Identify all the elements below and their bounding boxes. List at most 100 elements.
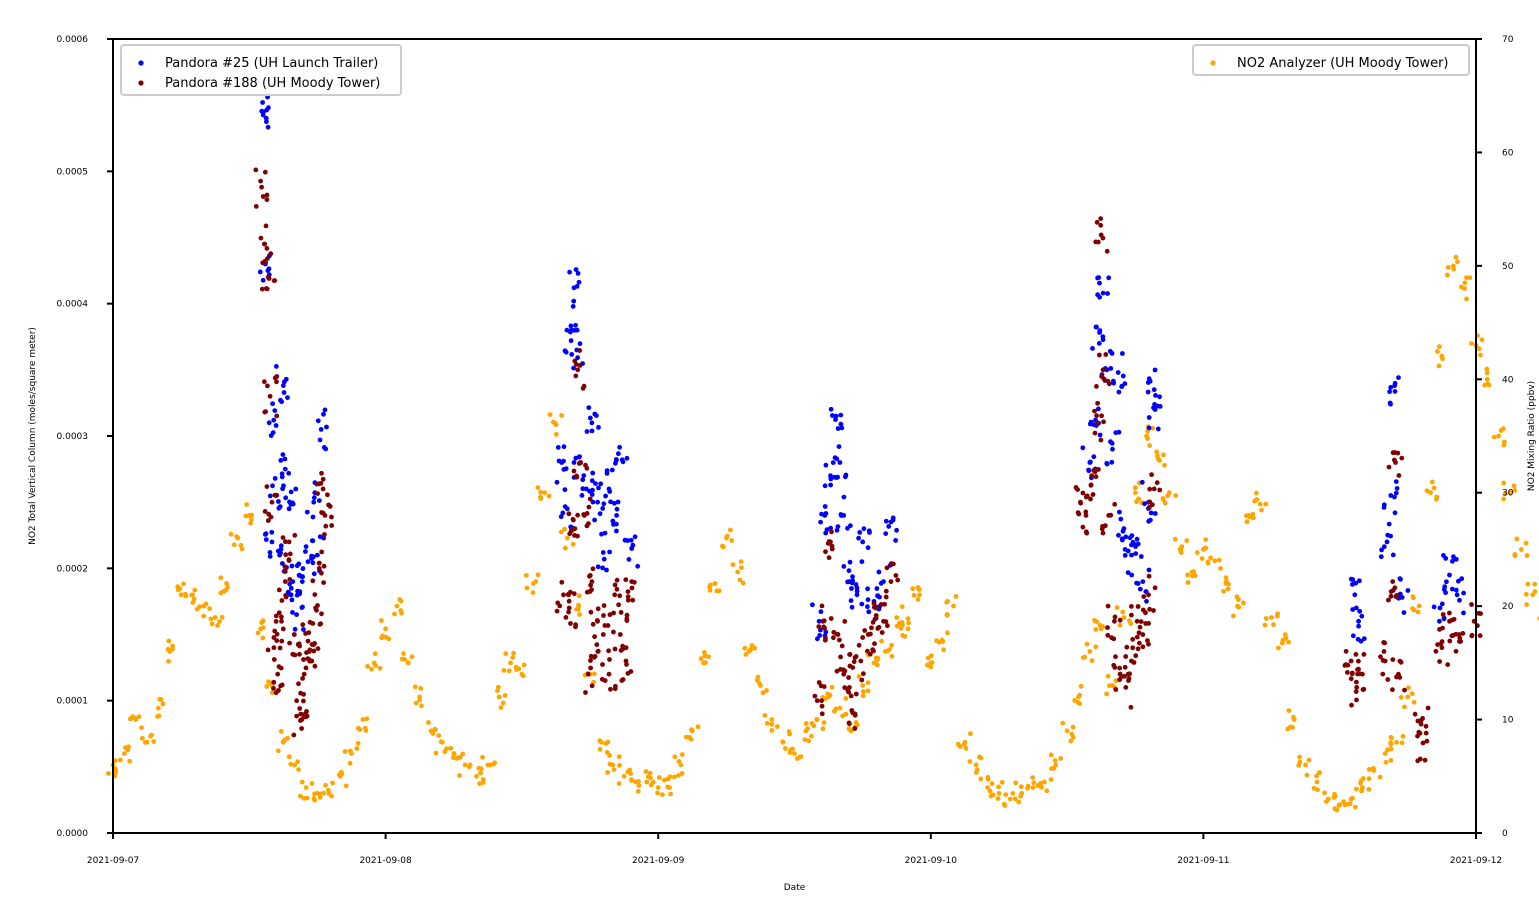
data-point-cloud [311,648,317,654]
data-point [1519,547,1524,552]
y-right-tick-label: 40 [1502,375,1514,385]
data-point-cloud [1084,641,1090,647]
data-point [1384,539,1390,545]
data-point-cloud [1349,702,1354,708]
data-point-cloud [286,557,292,563]
data-point-cloud [854,722,860,728]
data-point-cloud [287,551,293,557]
data-point-cloud [575,271,581,276]
data-point-cloud [1437,659,1442,664]
data-point-cloud [181,581,186,587]
data-point-cloud [845,579,850,585]
data-point-cloud [569,352,575,357]
data-point-cloud [249,517,254,522]
data-point [294,612,299,617]
data-point [178,592,184,598]
data-point-cloud [757,681,762,686]
axis-labels: Date NO2 Total Vertical Column (moles/sq… [28,327,1537,893]
data-point [281,383,286,389]
data-point-cloud [298,793,303,799]
data-point-cloud [1502,439,1507,445]
data-point-cloud [890,515,896,521]
data-point [655,785,661,790]
data-point-cloud [1157,394,1162,400]
data-point [860,683,866,688]
data-point-cloud [575,355,580,361]
data-point-cloud [1411,699,1417,705]
data-point-cloud [1122,673,1127,679]
data-point-cloud [787,731,792,737]
data-point-cloud [1396,375,1401,380]
data-point-cloud [812,693,818,699]
data-point-cloud [596,425,601,430]
data-point-cloud [1150,425,1156,431]
data-point [1129,552,1134,558]
data-point-cloud [304,509,310,515]
data-point-cloud [1097,352,1102,358]
data-point [394,603,400,609]
data-point-cloud [831,635,836,641]
data-point-cloud [1104,248,1110,254]
data-point-cloud [1343,662,1349,668]
data-point-cloud [151,739,157,744]
data-point-cloud [1361,686,1367,692]
data-point-cloud [1436,363,1442,369]
data-point-cloud [1236,597,1241,602]
x-tick-label: 2021-09-08 [359,856,412,866]
data-point-cloud [1450,632,1456,638]
data-point-cloud [1252,498,1258,504]
data-point-cloud [264,192,270,198]
data-point-cloud [299,779,305,785]
data-point-cloud [1357,578,1362,584]
data-point-cloud [571,526,577,532]
data-point-cloud [317,621,323,627]
data-point-cloud [559,413,564,418]
data-point-cloud [1152,367,1158,373]
data-point-cloud [916,587,922,592]
data-point-cloud [987,788,993,794]
data-point-cloud [290,610,295,615]
data-point-cloud [833,417,838,422]
data-point-cloud [588,582,593,588]
data-point-cloud [492,760,498,766]
data-point-cloud [1084,530,1090,536]
data-point-cloud [944,599,950,605]
data-point-cloud [283,495,289,501]
data-point-cloud [1152,511,1158,516]
data-point [888,579,894,584]
data-point-cloud [1077,692,1082,698]
data-point-cloud [269,529,275,535]
data-point-cloud [266,276,272,281]
data-point-cloud [607,657,612,662]
data-point-cloud [600,565,605,571]
data-point-cloud [871,648,876,654]
data-point-cloud [689,727,694,732]
data-point-cloud [1423,723,1429,729]
data-point-cloud [294,592,300,598]
data-point-cloud [207,606,213,611]
data-point-cloud [1491,434,1497,440]
data-point-cloud [838,512,844,517]
data-point-cloud [603,741,609,746]
data-point-cloud [885,623,890,629]
data-point-cloud [260,194,266,199]
data-point-cloud [873,655,879,661]
data-point-cloud [821,618,827,624]
data-point-cloud [1332,793,1338,799]
data-point-cloud [1459,576,1465,582]
data-point-cloud [312,797,318,803]
data-point-cloud [258,235,264,241]
data-point-cloud [600,506,606,511]
data-point-cloud [1392,389,1398,394]
data-point-cloud [605,770,610,775]
data-point-cloud [597,511,603,517]
data-point-cloud [1482,382,1488,388]
data-point-cloud [588,658,593,663]
data-point-cloud [317,437,323,443]
data-point-cloud [595,564,601,570]
data-point-cloud [941,647,946,653]
data-point-cloud [480,754,485,760]
data-point-cloud [495,688,500,694]
data-point-cloud [703,660,708,666]
data-point [894,615,900,620]
